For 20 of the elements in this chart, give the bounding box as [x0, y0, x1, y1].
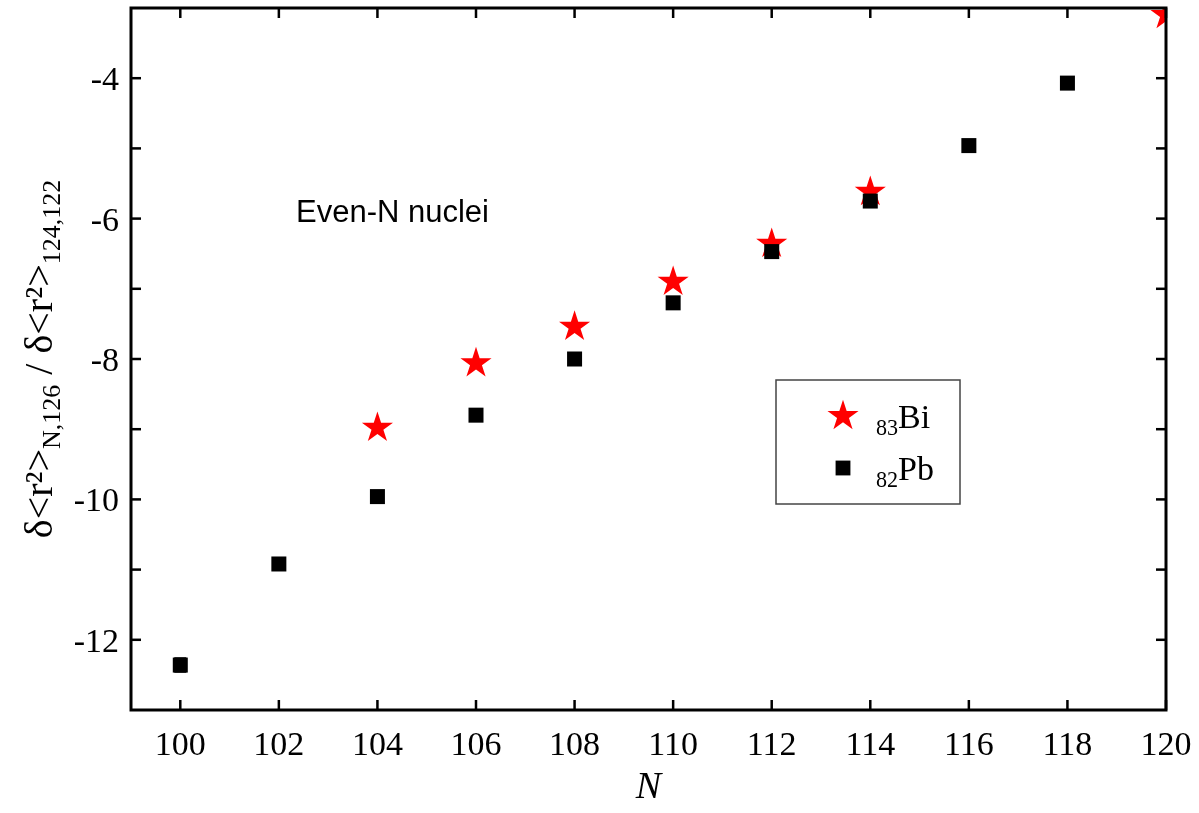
x-tick-label: 112 [746, 725, 797, 762]
y-tick-label: -6 [90, 200, 119, 238]
x-tick-label: 108 [549, 725, 601, 762]
y-tick-label: -4 [90, 60, 119, 98]
x-tick-label: 120 [1140, 725, 1192, 762]
x-tick-label: 100 [154, 725, 206, 762]
x-tick-label: 102 [253, 725, 305, 762]
legend-label: $_{83}$Bi [876, 398, 931, 440]
y-tick-label: -8 [90, 341, 119, 378]
y-tick-label: -12 [73, 621, 119, 659]
x-tick-label: 110 [648, 725, 699, 762]
x-tick-label: 106 [450, 725, 502, 762]
legend-label: $_{82}$Pb [876, 450, 935, 492]
x-tick-label: 118 [1042, 725, 1093, 762]
annotation: Even-N nuclei [296, 194, 489, 229]
x-tick-label: 114 [845, 725, 896, 762]
x-tick-label: 104 [351, 725, 403, 762]
y-tick-label: -10 [73, 481, 119, 519]
x-axis-title: N [634, 764, 664, 806]
x-tick-label: 116 [943, 725, 994, 762]
